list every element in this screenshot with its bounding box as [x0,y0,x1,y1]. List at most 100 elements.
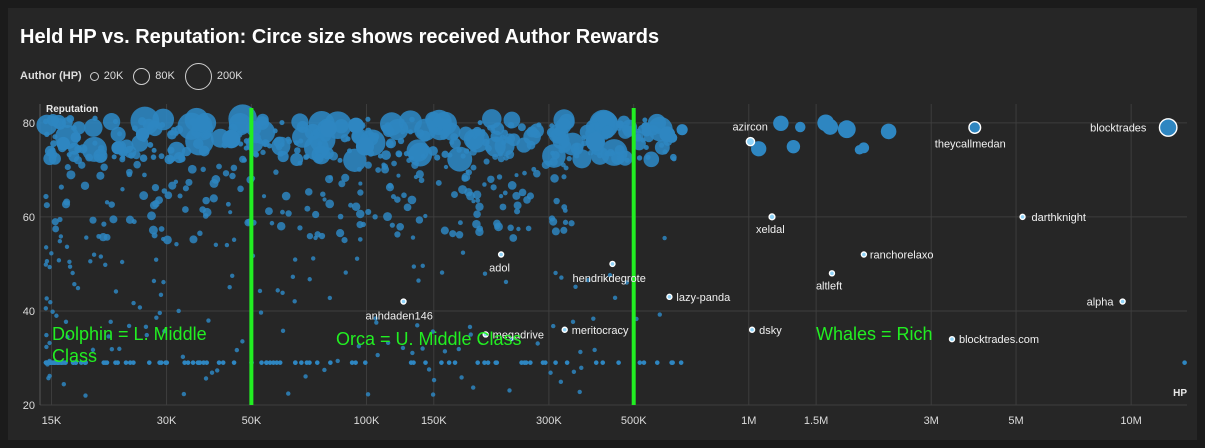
scatter-point [403,150,410,157]
scatter-point [449,230,457,238]
scatter-point [415,216,424,224]
scatter-point [423,213,428,219]
scatter-point [173,130,179,136]
scatter-point [353,360,358,365]
scatter-point [408,360,414,365]
class-label-line: Dolphin = L. Middle [52,324,207,344]
scatter-point [110,126,126,142]
scatter-point [240,339,245,344]
scatter-point [153,257,159,262]
scatter-point [410,155,415,160]
scatter-point [355,137,375,156]
scatter-point [559,275,564,280]
legend-label: 200K [216,70,243,82]
scatter-point [607,272,613,278]
scatter-point [416,129,425,138]
scatter-point [452,360,458,365]
scatter-point [406,157,412,163]
scatter-point [279,142,285,148]
scatter-point [570,319,576,324]
scatter-point [643,144,649,150]
x-tick-label: 150K [421,415,447,427]
scatter-point [151,183,160,192]
scatter-point [503,279,509,285]
scatter-point [64,244,70,249]
scatter-point [286,391,291,396]
legend-item-200k[interactable]: 200K [184,62,243,90]
scatter-point [304,360,310,365]
scatter-point [56,258,62,263]
scatter-point [364,161,372,169]
legend-label: 80K [155,70,175,82]
scatter-point [163,235,172,245]
scatter-point [455,231,464,239]
scatter-point [157,360,162,365]
scatter-point [678,360,684,365]
y-tick-label: 60 [23,212,35,224]
scatter-point [430,392,436,397]
y-axis-title: Reputation [46,104,98,115]
scatter-point [497,155,505,163]
scatter-point [56,136,71,151]
scatter-point [592,117,598,123]
scatter-point [228,210,233,215]
scatter-point [430,329,436,334]
legend-item-20k[interactable]: 20K [89,70,123,82]
scatter-point [381,165,390,174]
scatter-point [467,324,473,330]
legend-item-80k[interactable]: 80K [133,67,175,85]
point-label: alpha [1087,297,1115,309]
scatter-point [50,140,57,148]
scatter-point [231,360,237,365]
scatter-point [239,155,247,163]
scatter-point [577,389,582,395]
scatter-point [88,259,93,264]
scatter-point [469,148,477,156]
scatter-point [365,392,371,397]
scatter-point [43,245,49,250]
scatter-point [131,219,137,225]
scatter-point [119,259,125,265]
scatter-point [91,252,97,257]
scatter-point [111,154,117,160]
scatter-point [209,178,219,188]
scatter-point [596,152,603,159]
scatter-point [337,157,343,163]
scatter-point [451,191,458,199]
scatter-point [253,151,260,158]
scatter-point [292,257,298,262]
scatter-point [292,126,314,148]
scatter-point [209,194,218,203]
scatter-point [174,241,179,247]
scatter-point [484,144,492,152]
scatter-point [204,360,210,365]
scatter-point [600,360,606,365]
scatter-point [549,157,558,166]
scatter-point [507,181,517,190]
scatter-point [47,264,52,270]
labeled-point [748,326,756,333]
scatter-point [558,379,564,385]
scatter-point [440,226,449,235]
scatter-point [90,347,96,353]
scatter-point [304,205,311,212]
scatter-point [103,262,108,267]
scatter-point [193,138,204,149]
scatter-point [303,154,309,160]
scatter-point [348,117,364,134]
scatter-point [517,123,526,132]
scatter-point [152,108,175,131]
class-label-line: Class [52,346,97,366]
scatter-point [351,202,361,212]
point-label: meritocracy [572,325,629,337]
point-label: blocktrades [1090,123,1147,135]
scatter-point [80,181,90,190]
scatter-point [420,263,425,268]
scatter-point [269,220,275,226]
scatter-point [98,254,104,259]
scatter-point [275,288,280,293]
scatter-point [117,346,122,352]
scatter-point [108,201,115,208]
scatter-point [817,114,835,132]
point-label: dsky [759,325,782,337]
